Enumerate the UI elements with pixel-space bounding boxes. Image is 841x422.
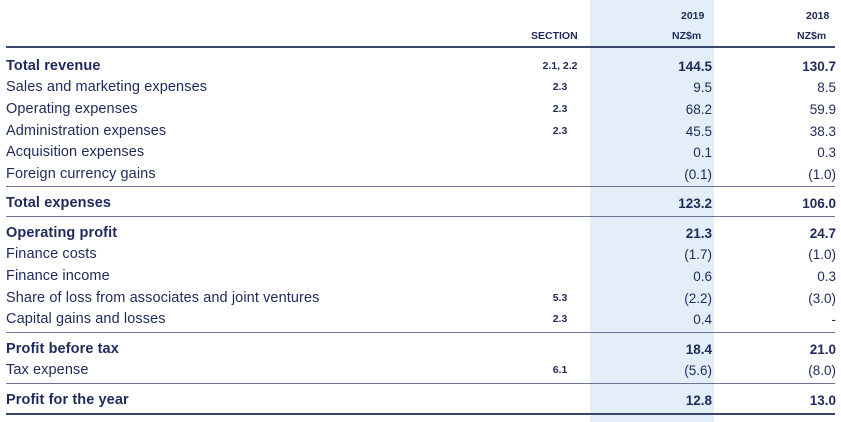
row-value-2018: 130.7 <box>802 58 836 74</box>
row-value-2018: 106.0 <box>802 195 836 211</box>
row-value-2019: 21.3 <box>685 225 712 241</box>
table-row-operating-profit: Operating profit 21.3 24.7 <box>6 222 836 244</box>
table-row: Finance income 0.6 0.3 <box>6 265 836 287</box>
row-value-2018: 0.3 <box>817 144 836 160</box>
row-value-2018: 21.0 <box>809 341 836 357</box>
row-value-2018: (3.0) <box>808 290 836 306</box>
row-value-2018: 0.3 <box>817 268 836 284</box>
row-label: Profit for the year <box>6 392 129 408</box>
row-value-2019: 12.8 <box>685 392 712 408</box>
year-2018-header: 2018 <box>806 10 830 22</box>
row-value-2018: 8.5 <box>817 79 836 95</box>
row-value-2019: 144.5 <box>678 58 712 74</box>
row-value-2018: (1.0) <box>808 166 836 182</box>
row-label: Sales and marketing expenses <box>6 79 208 95</box>
row-value-2019: (5.6) <box>684 362 712 378</box>
row-label: Acquisition expenses <box>6 144 145 160</box>
row-value-2019: 45.5 <box>685 123 712 139</box>
row-label: Operating profit <box>6 225 118 241</box>
row-value-2019: 0.1 <box>693 144 712 160</box>
row-section: 2.3 <box>552 313 568 325</box>
table-row: Foreign currency gains (0.1) (1.0) <box>6 163 836 185</box>
row-divider <box>6 216 835 217</box>
row-label: Tax expense <box>6 362 89 378</box>
table-row: Tax expense 6.1 (5.6) (8.0) <box>6 359 836 381</box>
row-label: Total expenses <box>6 195 112 211</box>
table-row: Operating expenses 2.3 68.2 59.9 <box>6 98 836 120</box>
table-row: Share of loss from associates and joint … <box>6 287 836 309</box>
table-row: Finance costs (1.7) (1.0) <box>6 243 836 265</box>
row-divider <box>6 186 835 187</box>
row-value-2019: (2.2) <box>684 290 712 306</box>
row-section: 2.1, 2.2 <box>542 60 578 72</box>
table-row-profit-for-the-year: Profit for the year 12.8 13.0 <box>6 389 836 411</box>
table-row: Sales and marketing expenses 2.3 9.5 8.5 <box>6 76 836 98</box>
unit-2019-header: NZ$m <box>672 30 702 42</box>
table-bottom-rule <box>6 413 835 415</box>
table-row: Capital gains and losses 2.3 0.4 - <box>6 308 837 330</box>
row-value-2018: 24.7 <box>809 225 836 241</box>
row-value-2018: - <box>831 311 837 327</box>
row-value-2019: 9.5 <box>693 79 712 95</box>
row-value-2018: 38.3 <box>809 123 836 139</box>
row-section: 6.1 <box>552 364 568 376</box>
row-label: Finance costs <box>6 246 97 262</box>
table-row-profit-before-tax: Profit before tax 18.4 21.0 <box>6 338 836 360</box>
row-divider <box>6 332 835 333</box>
row-label: Operating expenses <box>6 101 138 117</box>
unit-2018-header: NZ$m <box>797 30 827 42</box>
row-divider <box>6 383 835 384</box>
row-section: 2.3 <box>552 103 568 115</box>
row-value-2019: 68.2 <box>685 101 712 117</box>
row-label: Profit before tax <box>6 341 119 357</box>
table-row: Acquisition expenses 0.1 0.3 <box>6 141 836 163</box>
row-label: Administration expenses <box>6 123 167 139</box>
row-value-2019: 18.4 <box>685 341 712 357</box>
row-value-2019: (0.1) <box>684 166 712 182</box>
table-row-total-revenue: Total revenue 2.1, 2.2 144.5 130.7 <box>6 55 836 77</box>
row-section: 2.3 <box>552 81 568 93</box>
row-value-2019: 0.6 <box>693 268 712 284</box>
section-column-header: SECTION <box>531 30 578 42</box>
row-label: Total revenue <box>6 58 101 74</box>
row-section: 5.3 <box>552 292 568 304</box>
row-label: Foreign currency gains <box>6 166 156 182</box>
row-label: Capital gains and losses <box>6 311 166 327</box>
row-label: Share of loss from associates and joint … <box>6 290 320 306</box>
table-row: Administration expenses 2.3 45.5 38.3 <box>6 120 836 142</box>
header-divider <box>6 46 835 48</box>
row-label: Finance income <box>6 268 110 284</box>
row-section: 2.3 <box>552 125 568 137</box>
row-value-2018: 13.0 <box>809 392 836 408</box>
row-value-2019: 123.2 <box>678 195 712 211</box>
row-value-2019: 0.4 <box>693 311 712 327</box>
current-year-highlight-column <box>590 0 714 422</box>
row-value-2018: (8.0) <box>808 362 836 378</box>
row-value-2018: (1.0) <box>808 246 836 262</box>
year-2019-header: 2019 <box>681 10 705 22</box>
row-value-2019: (1.7) <box>684 246 712 262</box>
table-row-total-expenses: Total expenses 123.2 106.0 <box>6 192 836 214</box>
row-value-2018: 59.9 <box>809 101 836 117</box>
